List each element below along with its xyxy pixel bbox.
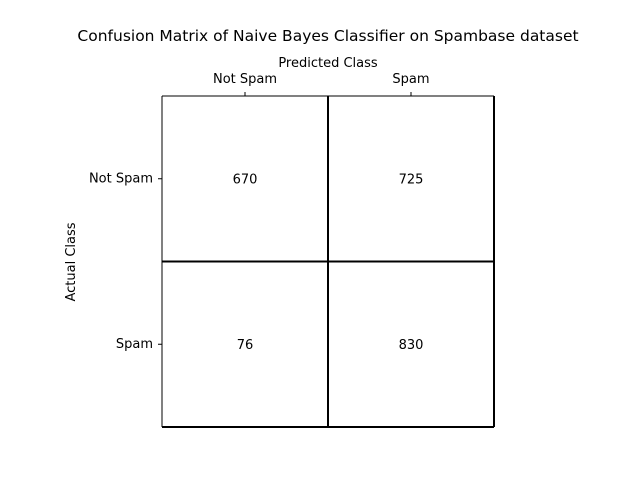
cell-value-0-1: 725 [399,172,424,187]
x-tick-label-1: Spam [392,72,429,87]
cell-value-1-0: 76 [237,338,254,353]
matrix-group: 670 725 76 830 Not Spam Spam Not Spam Spam [89,72,495,428]
matrix-cell-0-1 [328,96,494,262]
x-axis-title: Predicted Class [278,56,378,71]
y-tick-label-1: Spam [116,337,153,352]
y-axis-title: Actual Class [64,222,79,301]
matrix-cell-1-1 [328,261,494,427]
matrix-cell-0-0 [162,96,328,262]
cell-value-1-1: 830 [399,338,424,353]
chart-title: Confusion Matrix of Naive Bayes Classifi… [77,27,578,45]
y-tick-label-0: Not Spam [89,171,153,186]
cell-value-0-0: 670 [233,172,258,187]
matrix-cell-1-0 [162,261,328,427]
x-tick-label-0: Not Spam [213,72,277,87]
